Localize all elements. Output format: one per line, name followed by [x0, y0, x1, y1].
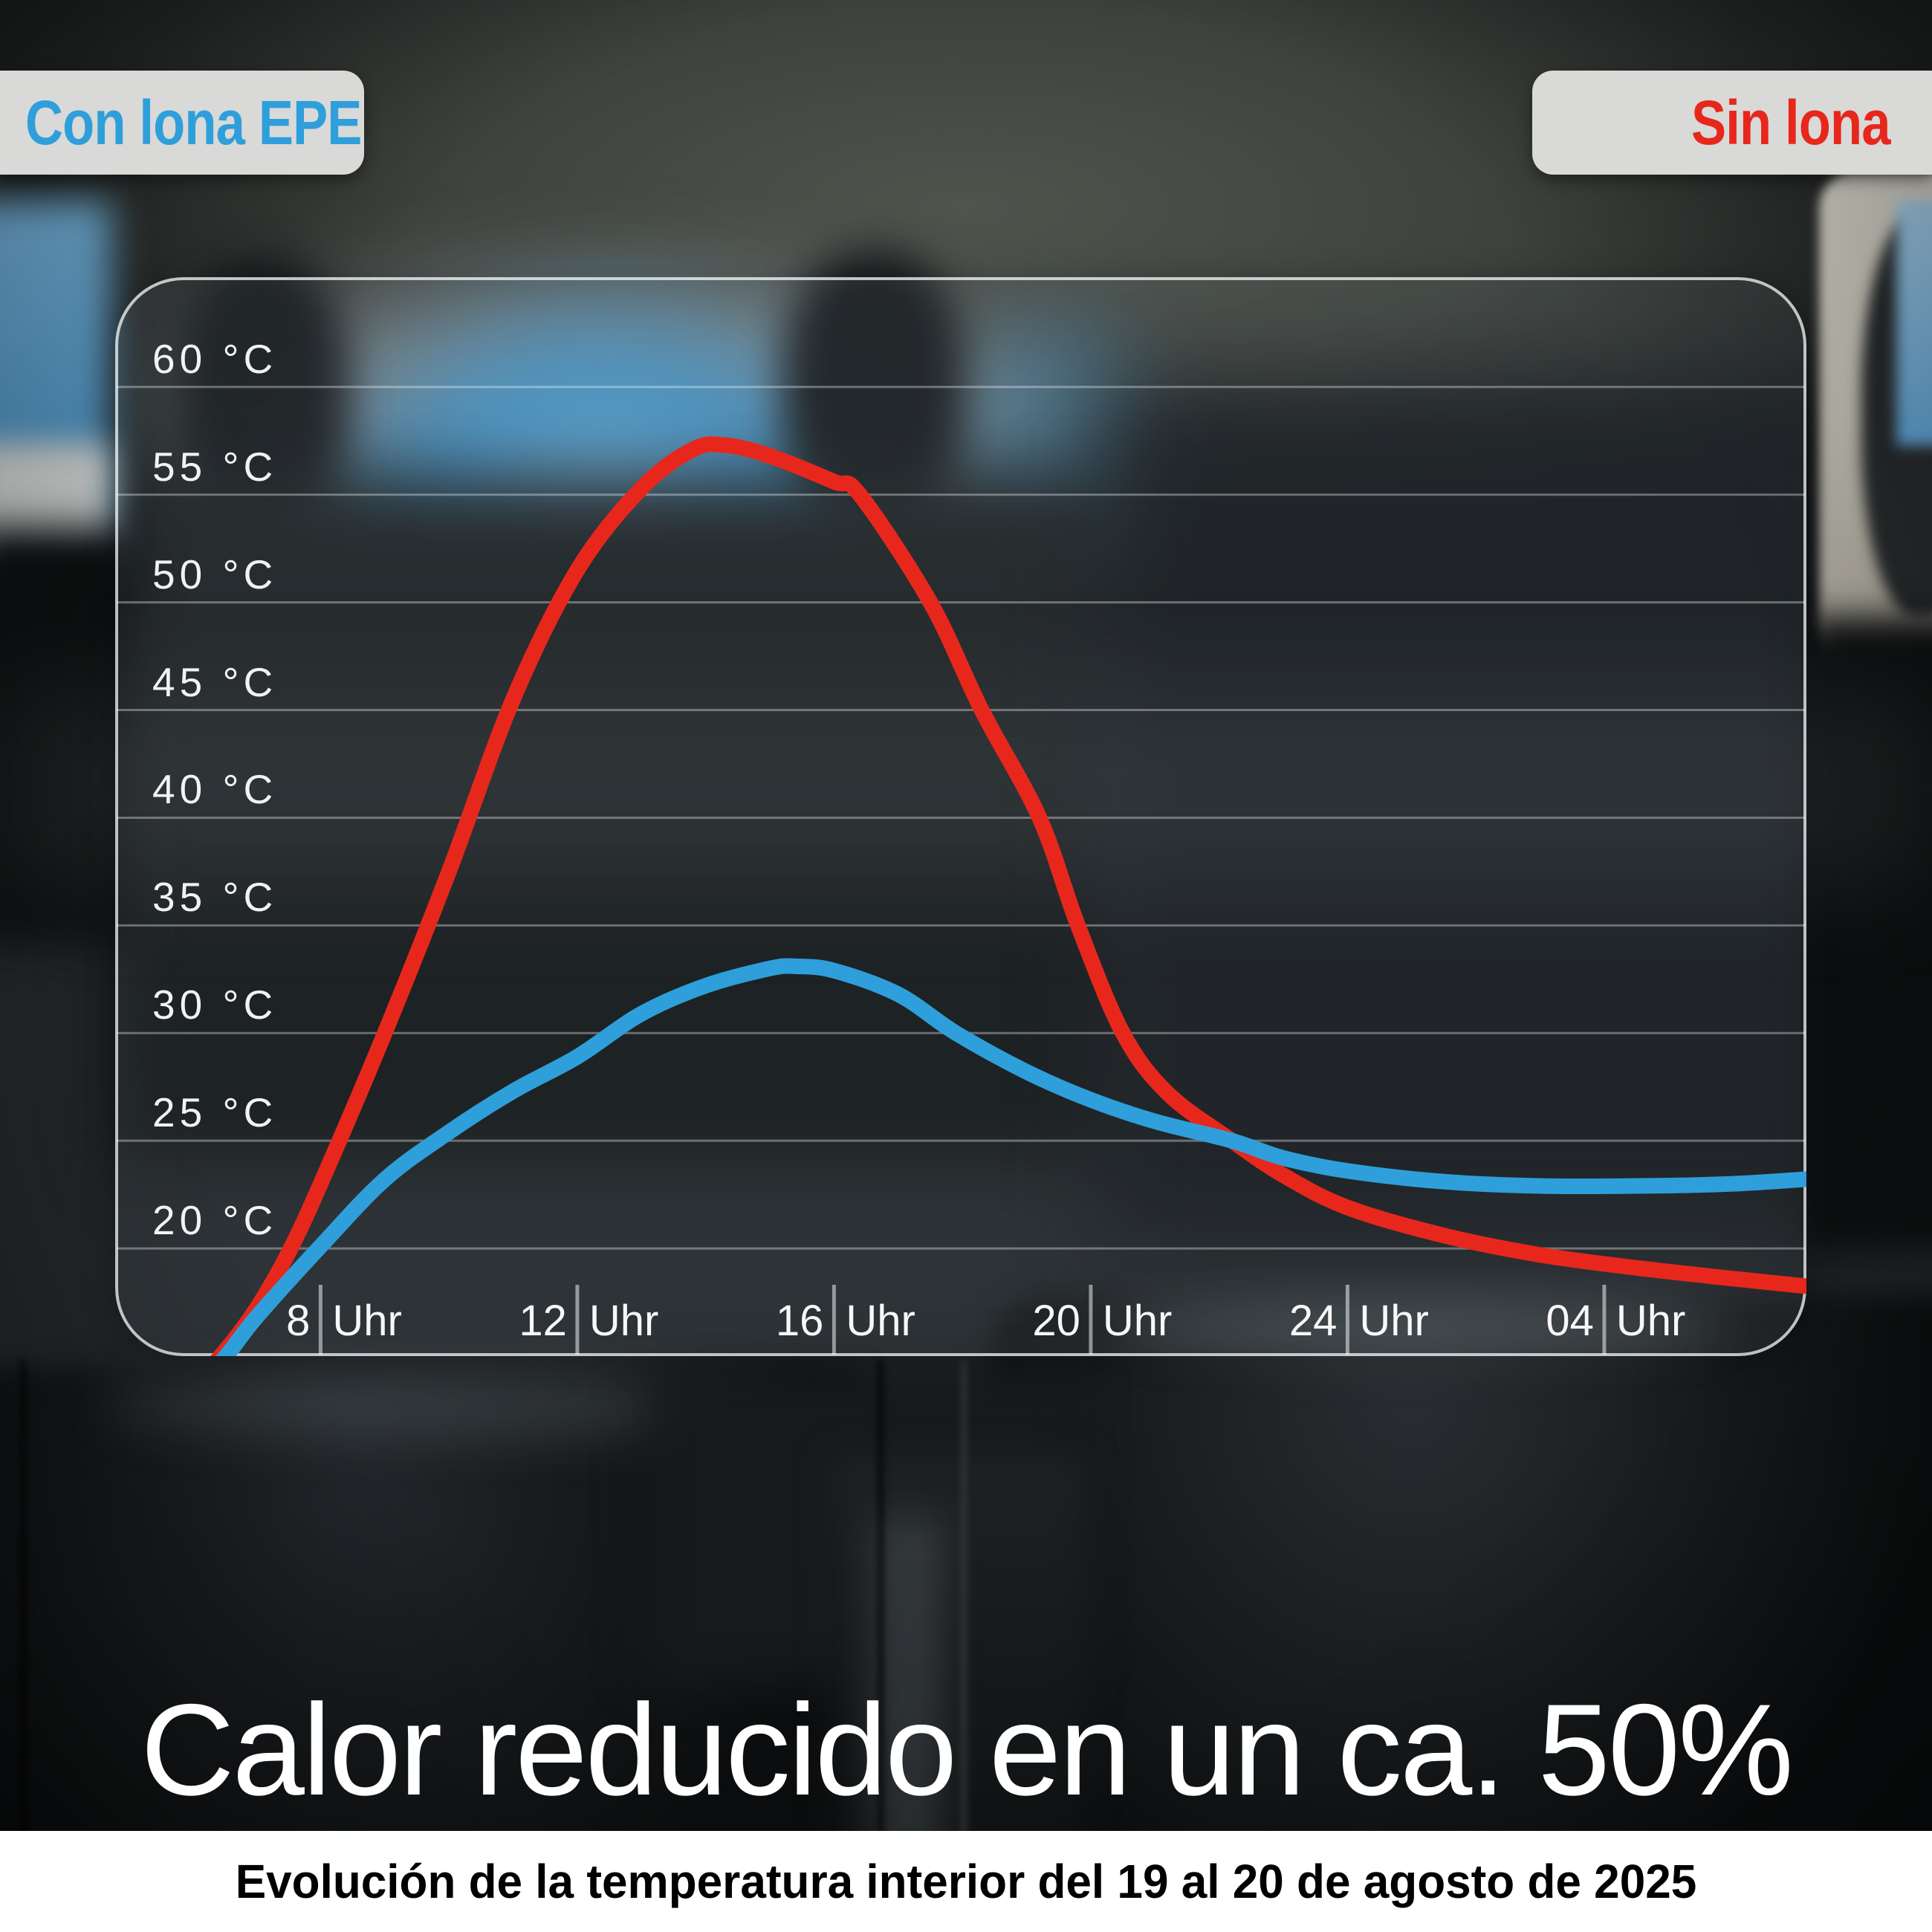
series-layer — [178, 436, 1806, 1356]
legend-badge-con-lona-epe: Con lona EPE — [0, 71, 364, 175]
right-seat-bolster — [1806, 617, 1932, 1248]
legend-label-sin-lona: Sin lona — [1691, 87, 1891, 158]
rear-bench-shadow — [119, 476, 1122, 1159]
right-window-sky — [1896, 201, 1932, 446]
series-line-con-lona-epe — [178, 958, 1806, 1356]
footer-strip: Evolución de la temperatura interior del… — [0, 1831, 1932, 1932]
seat-seam — [960, 1360, 967, 1835]
headline: Calor reducido en un ca. 50% — [140, 1678, 1794, 1823]
right-seat-shadow — [1100, 386, 1865, 1241]
front-seat-right-highlight — [1115, 1294, 1724, 1358]
light-sheen — [0, 691, 1932, 884]
gridline-layer — [117, 386, 1805, 1355]
seat-seam — [19, 1360, 27, 1835]
front-seat-right — [988, 1294, 1932, 1932]
series-line-sin-lona — [178, 436, 1806, 1356]
footnote: Evolución de la temperatura interior del… — [235, 1855, 1697, 1908]
legend-label-con-lona-epe: Con lona EPE — [25, 87, 362, 158]
seat-seam — [877, 1360, 884, 1835]
legend-badge-sin-lona: Sin lona — [1532, 71, 1932, 175]
